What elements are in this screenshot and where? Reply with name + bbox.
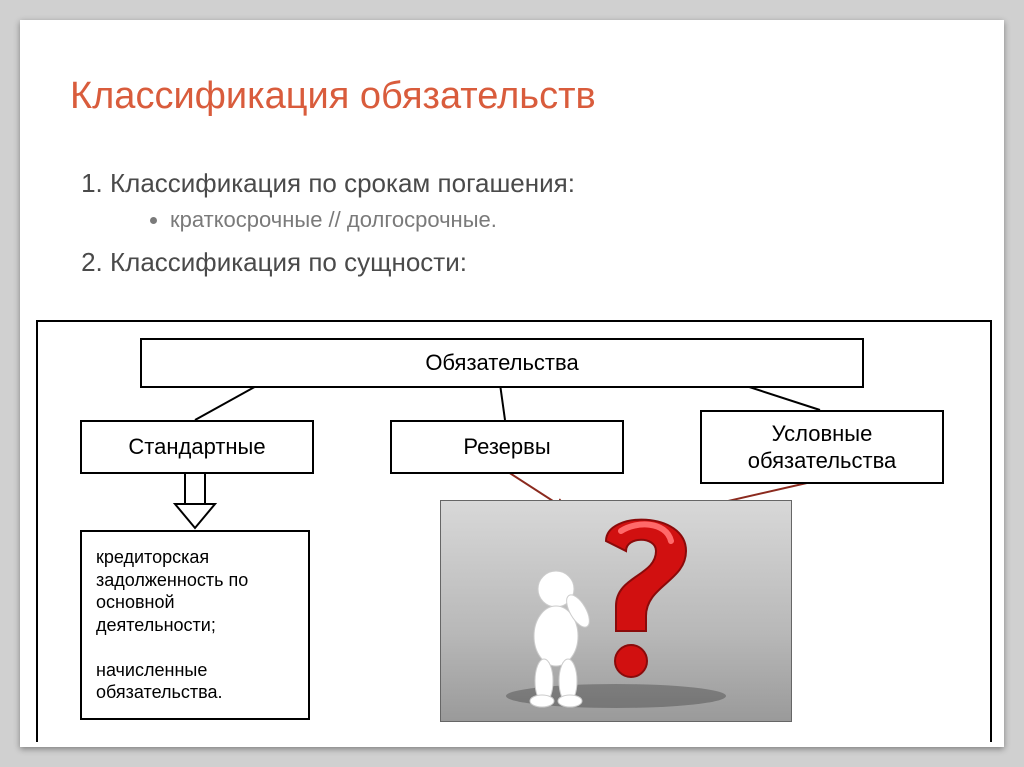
list-item-1-text: Классификация по срокам погашения: (110, 168, 575, 198)
box-conditional: Условные обязательства (700, 410, 944, 484)
question-mark-icon (466, 511, 766, 711)
list-sub-1: краткосрочные // долгосрочные. (170, 205, 575, 236)
list-item-1: Классификация по срокам погашения: кратк… (110, 165, 575, 236)
box-obligations: Обязательства (140, 338, 864, 388)
box-obligations-label: Обязательства (425, 349, 578, 377)
box-details-text2: начисленные обязательства. (96, 660, 223, 703)
box-reserves-label: Резервы (463, 433, 550, 461)
slide-title: Классификация обязательств (70, 75, 596, 118)
box-conditional-label: Условные обязательства (702, 420, 942, 475)
question-image (440, 500, 792, 722)
slide: Классификация обязательств Классификация… (20, 20, 1004, 747)
box-details: кредиторская задолженность по основной д… (80, 530, 310, 720)
content-list: Классификация по срокам погашения: кратк… (70, 165, 575, 289)
box-standard: Стандартные (80, 420, 314, 474)
list-item-2: Классификация по сущности: (110, 244, 575, 280)
box-details-text1: кредиторская задолженность по основной д… (96, 547, 248, 635)
box-reserves: Резервы (390, 420, 624, 474)
box-standard-label: Стандартные (128, 433, 265, 461)
